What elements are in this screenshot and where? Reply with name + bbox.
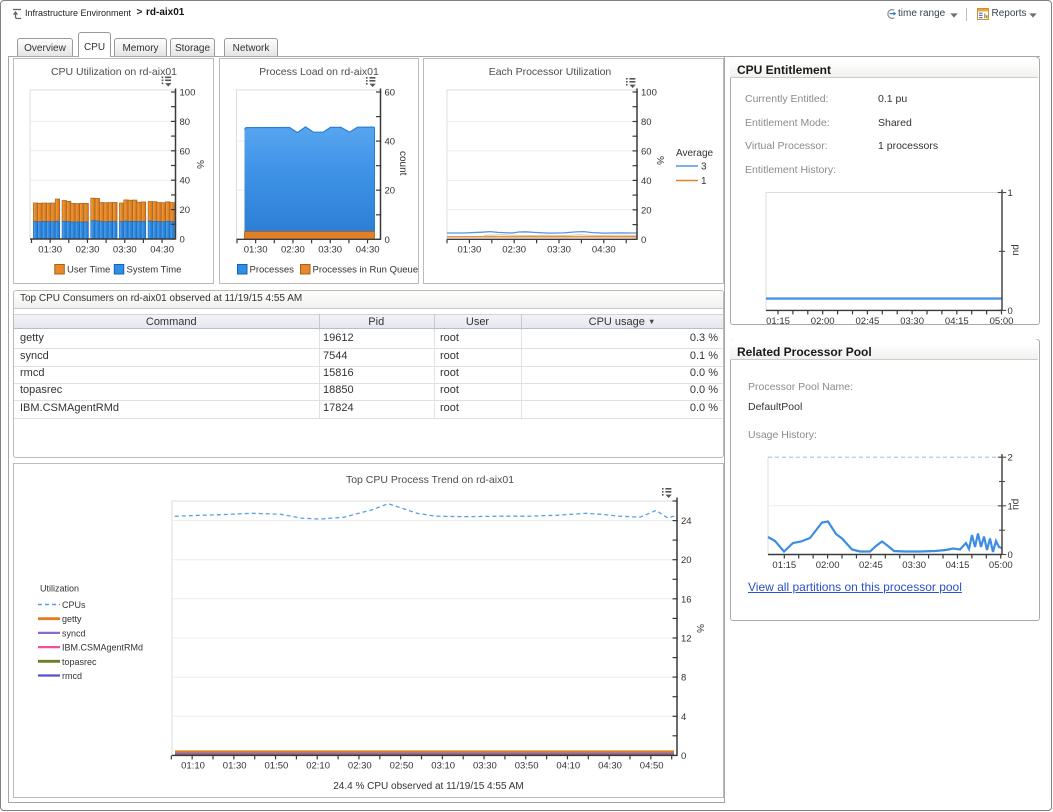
svg-text:03:30: 03:30 [113, 245, 137, 256]
svg-text:%: % [694, 624, 705, 633]
svg-text:04:30: 04:30 [598, 761, 622, 772]
svg-text:0: 0 [384, 235, 389, 246]
svg-text:0: 0 [180, 235, 185, 246]
svg-text:40: 40 [180, 176, 191, 187]
svg-text:03:30: 03:30 [318, 245, 342, 256]
svg-text:20: 20 [384, 186, 395, 197]
svg-text:1: 1 [1008, 188, 1013, 199]
svg-text:04:30: 04:30 [592, 245, 616, 256]
svg-text:04:10: 04:10 [556, 761, 580, 772]
svg-text:02:50: 02:50 [390, 761, 414, 772]
svg-text:%: % [654, 156, 665, 165]
svg-text:04:30: 04:30 [150, 245, 174, 256]
svg-text:20: 20 [641, 205, 652, 216]
svg-text:4: 4 [681, 712, 686, 723]
svg-text:Process Load on rd-aix01: Process Load on rd-aix01 [259, 66, 379, 78]
svg-text:CPUs: CPUs [62, 600, 86, 610]
svg-text:04:15: 04:15 [945, 316, 969, 327]
svg-text:80: 80 [180, 117, 191, 128]
svg-text:05:00: 05:00 [989, 560, 1013, 571]
svg-text:05:00: 05:00 [990, 316, 1014, 327]
svg-text:3: 3 [701, 162, 707, 173]
svg-text:40: 40 [641, 176, 652, 187]
svg-text:02:45: 02:45 [856, 316, 880, 327]
svg-text:0: 0 [641, 235, 646, 246]
svg-text:03:10: 03:10 [431, 761, 455, 772]
svg-text:Each Processor Utilization: Each Processor Utilization [489, 66, 612, 78]
svg-text:01:30: 01:30 [223, 761, 247, 772]
svg-text:topasrec: topasrec [62, 657, 97, 667]
svg-text:01:10: 01:10 [181, 761, 205, 772]
svg-text:02:10: 02:10 [306, 761, 330, 772]
svg-text:04:30: 04:30 [355, 245, 379, 256]
svg-text:0: 0 [1008, 550, 1013, 561]
svg-text:rmcd: rmcd [62, 671, 82, 681]
svg-text:12: 12 [681, 634, 692, 645]
svg-text:20: 20 [180, 205, 191, 216]
svg-text:01:50: 01:50 [265, 761, 289, 772]
svg-text:02:45: 02:45 [859, 560, 883, 571]
svg-text:01:30: 01:30 [38, 245, 62, 256]
svg-text:syncd: syncd [62, 628, 86, 638]
svg-text:%: % [194, 160, 205, 169]
svg-text:Top CPU Process Trend on rd-ai: Top CPU Process Trend on rd-aix01 [346, 474, 514, 486]
svg-text:0: 0 [681, 751, 686, 762]
svg-text:CPU Utilization on rd-aix01: CPU Utilization on rd-aix01 [51, 66, 177, 78]
svg-text:03:30: 03:30 [902, 560, 926, 571]
svg-text:02:30: 02:30 [502, 245, 526, 256]
svg-text:01:30: 01:30 [243, 245, 267, 256]
svg-text:80: 80 [641, 117, 652, 128]
svg-text:2: 2 [1008, 453, 1013, 464]
svg-text:8: 8 [681, 673, 686, 684]
svg-text:24.4 % CPU observed at 11/19/1: 24.4 % CPU observed at 11/19/15 4:55 AM [333, 781, 524, 792]
svg-text:60: 60 [180, 146, 191, 157]
svg-text:pu: pu [1010, 499, 1021, 510]
svg-text:60: 60 [384, 88, 395, 99]
svg-text:Processes in Run Queue: Processes in Run Queue [312, 265, 418, 276]
svg-text:IBM.CSMAgentRMd: IBM.CSMAgentRMd [62, 643, 143, 653]
svg-text:Processes: Processes [249, 265, 294, 276]
svg-text:Average: Average [676, 148, 714, 159]
svg-text:02:30: 02:30 [348, 761, 372, 772]
svg-text:02:00: 02:00 [816, 560, 840, 571]
svg-text:16: 16 [681, 594, 692, 605]
svg-text:24: 24 [681, 516, 692, 527]
svg-text:pu: pu [1010, 244, 1021, 255]
svg-text:02:30: 02:30 [76, 245, 100, 256]
svg-text:01:30: 01:30 [458, 245, 482, 256]
svg-text:0: 0 [1008, 306, 1013, 317]
svg-text:03:30: 03:30 [547, 245, 571, 256]
svg-text:03:30: 03:30 [473, 761, 497, 772]
svg-text:1: 1 [701, 176, 707, 187]
svg-text:02:00: 02:00 [811, 316, 835, 327]
svg-text:01:15: 01:15 [772, 560, 796, 571]
svg-text:60: 60 [641, 146, 652, 157]
svg-text:User Time: User Time [67, 265, 110, 276]
svg-text:03:30: 03:30 [900, 316, 924, 327]
svg-text:03:50: 03:50 [515, 761, 539, 772]
svg-text:100: 100 [641, 88, 657, 99]
svg-text:04:50: 04:50 [640, 761, 664, 772]
svg-text:System Time: System Time [127, 265, 182, 276]
svg-text:04:15: 04:15 [946, 560, 970, 571]
svg-text:20: 20 [681, 555, 692, 566]
svg-text:Utilization: Utilization [40, 584, 79, 594]
svg-text:getty: getty [62, 614, 82, 624]
svg-text:count: count [397, 151, 408, 176]
svg-text:01:15: 01:15 [766, 316, 790, 327]
svg-text:02:30: 02:30 [281, 245, 305, 256]
svg-text:1: 1 [1008, 501, 1013, 512]
svg-text:100: 100 [180, 88, 196, 99]
svg-text:40: 40 [384, 137, 395, 148]
